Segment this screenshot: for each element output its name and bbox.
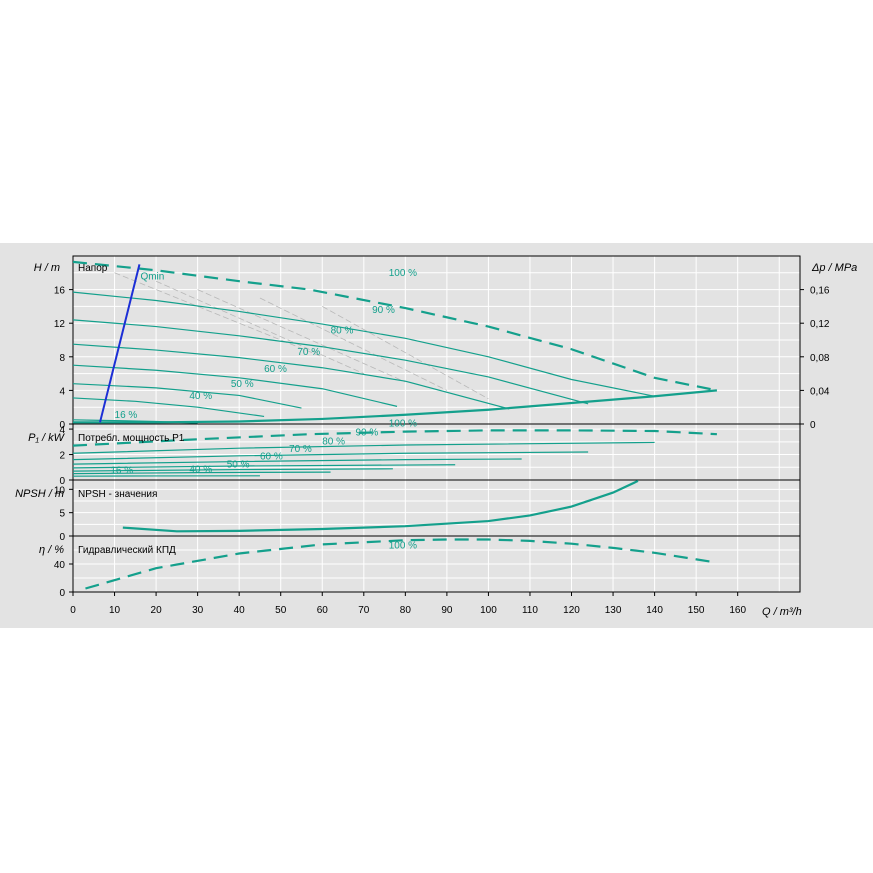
power-axis-label: P₁ / kW	[28, 432, 65, 444]
head-title: Напор	[78, 263, 108, 274]
y-tick-label: 5	[59, 509, 65, 520]
y-tick-label: 10	[54, 485, 66, 496]
series-line	[72, 468, 393, 472]
x-tick-label: 150	[688, 605, 705, 616]
series-line	[122, 479, 639, 533]
y-tick-label: 0	[59, 588, 65, 599]
head-plot: 0 4 8 12 16 0 0,04 0,08 0,12 0,16 100 % 90 % 80 % 70 …	[54, 255, 830, 431]
iso-efficiency-line	[322, 306, 489, 400]
series-line	[72, 397, 265, 418]
power-plot: 0 2 4 100 % 90 % 80 % 70 % 60 % 50 % 40 % 16 %	[59, 419, 801, 487]
x-tick-label: 70	[358, 605, 370, 616]
x-tick-label: 0	[70, 605, 76, 616]
x-tick-label: 20	[151, 605, 163, 616]
series-line	[72, 451, 589, 461]
npsh-plot: 0 5 10	[54, 479, 801, 543]
y-tick-label: 40	[54, 560, 66, 571]
series-line	[72, 464, 456, 469]
x-tick-label: 10	[109, 605, 121, 616]
y-tick-label: 12	[54, 319, 66, 330]
series-annotation: 16 %	[115, 410, 138, 421]
y-tick-label: 0	[59, 532, 65, 543]
y-tick-label: 4	[59, 425, 65, 436]
iso-efficiency-line	[259, 297, 448, 391]
x-tick-label: 110	[522, 605, 538, 616]
eff-title: Гидравлический КПД	[78, 545, 176, 556]
series-annotation: 100 %	[389, 268, 417, 279]
series-line	[72, 343, 510, 410]
x-tick-label: 50	[275, 605, 287, 616]
y-tick-label: 2	[59, 451, 65, 462]
series-line	[85, 538, 718, 590]
series-annotation: 70 %	[297, 347, 320, 358]
x-tick-label: 80	[400, 605, 412, 616]
y2-tick-label: 0,08	[810, 353, 830, 364]
y-tick-label: 16	[54, 286, 66, 297]
series-line	[72, 429, 717, 447]
series-annotation: 70 %	[289, 444, 312, 455]
series-annotation: 40 %	[189, 391, 212, 402]
series-line	[73, 389, 718, 424]
dp-axis-label: Δp / MPa	[811, 262, 857, 274]
x-tick-label: 130	[605, 605, 622, 616]
y2-tick-label: 0	[810, 420, 816, 431]
x-tick-label: 30	[192, 605, 204, 616]
series-line	[72, 458, 522, 465]
x-tick-label: 40	[234, 605, 246, 616]
x-tick-label: 140	[646, 605, 663, 616]
plot-background	[73, 480, 800, 536]
x-tick-label: 90	[441, 605, 453, 616]
series-line	[72, 383, 302, 409]
series-annotation: 90 %	[372, 305, 395, 316]
qmin-label: Qmin	[140, 272, 164, 283]
iso-efficiency-line	[197, 289, 406, 383]
series-line	[72, 441, 655, 454]
pump-curve-panel: 0 4 8 12 16 0 0,04 0,08 0,12 0,16 100 % 90 % 80 % 70 …	[0, 243, 873, 628]
iso-efficiency-line	[114, 272, 323, 358]
power-title: Потребл. мощность P1	[78, 432, 185, 444]
iso-efficiency-line	[155, 280, 364, 374]
series-annotation: 80 %	[331, 325, 354, 336]
y-tick-label: 0	[59, 476, 65, 487]
x-tick-label: 60	[317, 605, 329, 616]
series-annotation: 90 %	[355, 427, 378, 438]
series-annotation: 100 %	[389, 541, 417, 552]
series-line	[72, 319, 589, 405]
y-tick-label: 4	[59, 386, 65, 397]
y2-tick-label: 0,12	[810, 319, 830, 330]
series-annotation: 80 %	[322, 436, 345, 447]
series-annotation: 40 %	[189, 464, 212, 475]
series-annotation: 16 %	[110, 466, 133, 477]
y-tick-label: 0	[59, 420, 65, 431]
x-tick-label: 100	[480, 605, 497, 616]
x-tick-label: 160	[729, 605, 746, 616]
q-axis-label: Q / m³/h	[762, 606, 802, 618]
npsh-title: NPSH - значения	[78, 489, 157, 500]
series-line	[72, 471, 331, 475]
head-axis-label: H / m	[34, 262, 60, 274]
series-annotation: 50 %	[227, 459, 250, 470]
y2-tick-label: 0,16	[810, 286, 830, 297]
series-annotation: 60 %	[260, 452, 283, 463]
eff-axis-label: η / %	[39, 544, 64, 556]
series-annotation: 50 %	[231, 379, 254, 390]
qmin-line	[99, 264, 141, 423]
series-line	[72, 260, 718, 392]
npsh-axis-label: NPSH / m	[15, 488, 64, 500]
series-line	[72, 364, 398, 407]
x-tick-label: 120	[563, 605, 580, 616]
series-annotation: 100 %	[389, 419, 417, 430]
y-tick-label: 8	[59, 353, 65, 364]
efficiency-plot: 0 40 100 % 0 10 20 30 40 50 60 70 80 90 100 110 120 130 1…	[54, 535, 801, 616]
y2-tick-label: 0,04	[810, 386, 830, 397]
series-line	[72, 291, 655, 397]
series-annotation: 60 %	[264, 364, 287, 375]
